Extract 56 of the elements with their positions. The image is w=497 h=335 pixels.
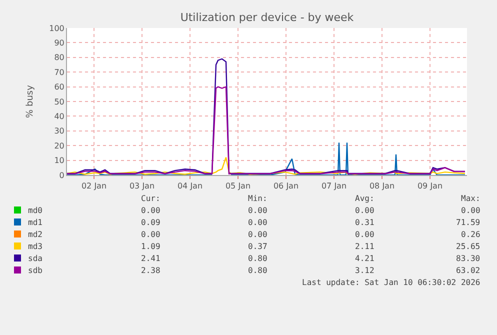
- x-tick-label: 08 Jan: [369, 182, 395, 191]
- text: 0.09: [141, 218, 160, 227]
- text: 1.09: [141, 242, 160, 251]
- text: 0.00: [461, 206, 480, 215]
- text: Cur:: [141, 194, 160, 203]
- text: 0.00: [355, 230, 374, 239]
- x-tick-label: 05 Jan: [225, 182, 251, 191]
- legend-label: sdb: [28, 266, 43, 275]
- legend-label: sda: [28, 254, 43, 263]
- x-tick-label: 07 Jan: [321, 182, 347, 191]
- y-tick-label: 60: [54, 82, 64, 92]
- text: Min:: [248, 194, 268, 203]
- legend-label: md3: [28, 242, 43, 251]
- y-tick-label: 90: [54, 38, 64, 48]
- y-tick-label: 50: [54, 97, 64, 106]
- text: 3.12: [355, 266, 374, 275]
- text: 0.00: [141, 206, 160, 215]
- text: Last update: Sat Jan 10 06:30:02 2026: [302, 278, 480, 287]
- text: 0.00: [355, 206, 374, 215]
- text: 0.80: [248, 254, 268, 263]
- legend-label: md1: [28, 218, 43, 227]
- text: 83.30: [456, 254, 480, 263]
- text: 0.26: [461, 230, 480, 239]
- x-tick-label: 03 Jan: [129, 182, 155, 191]
- text: 0.80: [248, 266, 268, 275]
- y-tick-label: 40: [54, 112, 64, 121]
- text: 0.00: [248, 230, 268, 239]
- x-tick-label: 02 Jan: [81, 182, 107, 191]
- text: 2.38: [141, 266, 160, 275]
- text: 0.00: [248, 218, 268, 227]
- y-tick-label: 80: [54, 53, 64, 62]
- y-tick-label: 30: [54, 126, 64, 136]
- y-tick-label: 100: [49, 24, 64, 33]
- text: 0.37: [248, 242, 268, 251]
- text: 4.21: [355, 254, 374, 263]
- text: 2.11: [355, 242, 374, 251]
- text: 0.31: [355, 218, 374, 227]
- y-tick-label: 70: [54, 68, 64, 77]
- text: Avg:: [355, 194, 374, 203]
- legend-label: md2: [28, 230, 43, 239]
- text: 0.00: [248, 206, 268, 215]
- x-tick-label: 06 Jan: [273, 182, 299, 191]
- chart-title: Utilization per device - by week: [180, 10, 354, 24]
- text: 63.02: [456, 266, 480, 275]
- y-tick-label: 20: [54, 141, 64, 150]
- text: 2.41: [141, 254, 160, 263]
- text: 25.65: [456, 242, 480, 251]
- x-tick-label: 04 Jan: [177, 182, 203, 191]
- y-tick-label: 10: [54, 156, 64, 166]
- x-tick-label: 09 Jan: [417, 182, 443, 191]
- y-axis-title: % busy: [25, 84, 36, 118]
- legend-label: md0: [28, 206, 43, 215]
- y-tick-label: 0: [59, 170, 64, 180]
- text: 71.59: [456, 218, 480, 227]
- text: 0.00: [141, 230, 160, 239]
- text: Max:: [461, 194, 480, 203]
